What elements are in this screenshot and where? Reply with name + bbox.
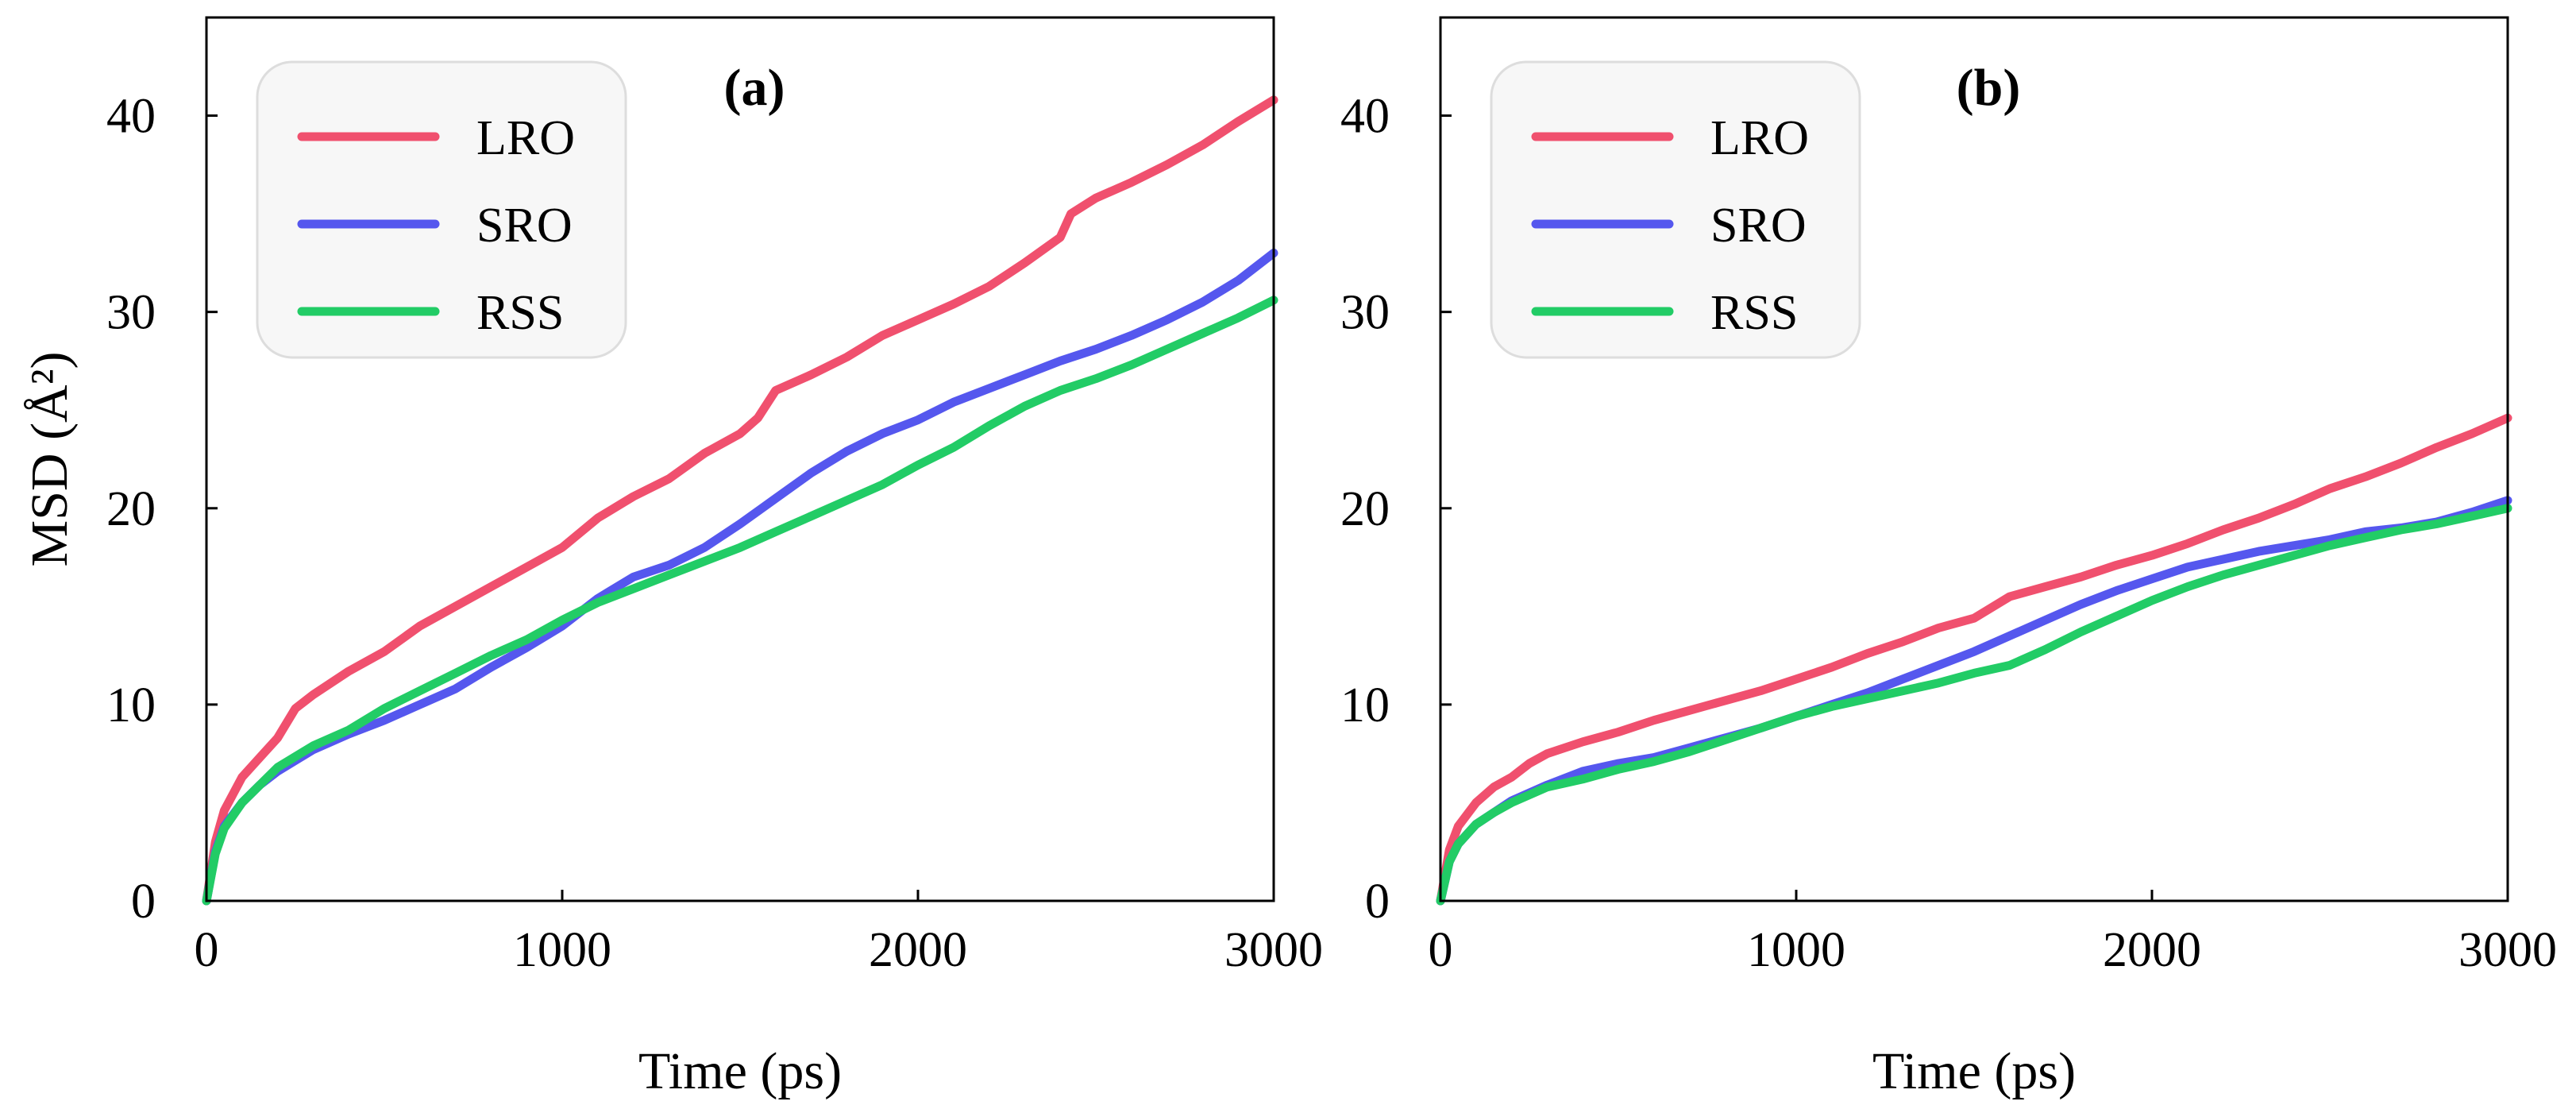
legend-label-sro: SRO	[476, 199, 573, 253]
y-tick-label: 0	[1365, 875, 1390, 929]
series-line-lro	[202, 95, 1278, 906]
y-tick-label: 10	[106, 678, 156, 732]
x-axis-label: Time (ps)	[638, 1042, 842, 1100]
y-tick-label: 20	[1340, 482, 1390, 536]
y-tick-label: 30	[106, 286, 156, 340]
series-line-lro	[1436, 413, 2512, 906]
legend-label-lro: LRO	[476, 111, 575, 165]
series-line-rss	[202, 296, 1278, 906]
legend: LRO SRO RSS	[256, 60, 627, 359]
y-tick-label: 40	[1340, 90, 1390, 144]
plot-frame	[1439, 16, 2509, 902]
y-axis-label: MSD (Å²)	[21, 352, 79, 567]
x-tick-label: 3000	[2458, 923, 2557, 977]
x-tick-label: 2000	[869, 923, 967, 977]
plot-frame	[205, 16, 1275, 902]
series-line-rss	[1436, 504, 2512, 906]
y-tick-label: 30	[1340, 286, 1390, 340]
legend-label-sro: SRO	[1710, 199, 1807, 253]
x-tick-label: 0	[195, 923, 219, 977]
legend-label-rss: RSS	[1710, 286, 1798, 340]
y-tick-label: 20	[106, 482, 156, 536]
y-tick-label: 10	[1340, 678, 1390, 732]
y-tick-label: 40	[106, 90, 156, 144]
panel-b: 0 1000 2000 3000 0 10 20 30 40 Time (ps) (b) LRO SRO…	[1340, 16, 2557, 1100]
x-axis-label: Time (ps)	[1872, 1042, 2076, 1100]
x-tick-label: 1000	[513, 923, 611, 977]
x-tick-label: 3000	[1224, 923, 1323, 977]
panel-a: 0 1000 2000 3000 0 10 20 30 40 Time (ps) MSD (Å²) (…	[21, 16, 1323, 1100]
series-line-sro	[1436, 496, 2512, 906]
x-tick-label: 1000	[1747, 923, 1845, 977]
panel-label: (b)	[1957, 59, 2021, 117]
y-tick-label: 0	[131, 875, 156, 929]
legend: LRO SRO RSS	[1490, 60, 1861, 359]
x-tick-label: 2000	[2103, 923, 2201, 977]
legend-label-rss: RSS	[476, 286, 564, 340]
legend-label-lro: LRO	[1710, 111, 1809, 165]
x-tick-label: 0	[1429, 923, 1453, 977]
panel-label: (a)	[724, 59, 785, 117]
